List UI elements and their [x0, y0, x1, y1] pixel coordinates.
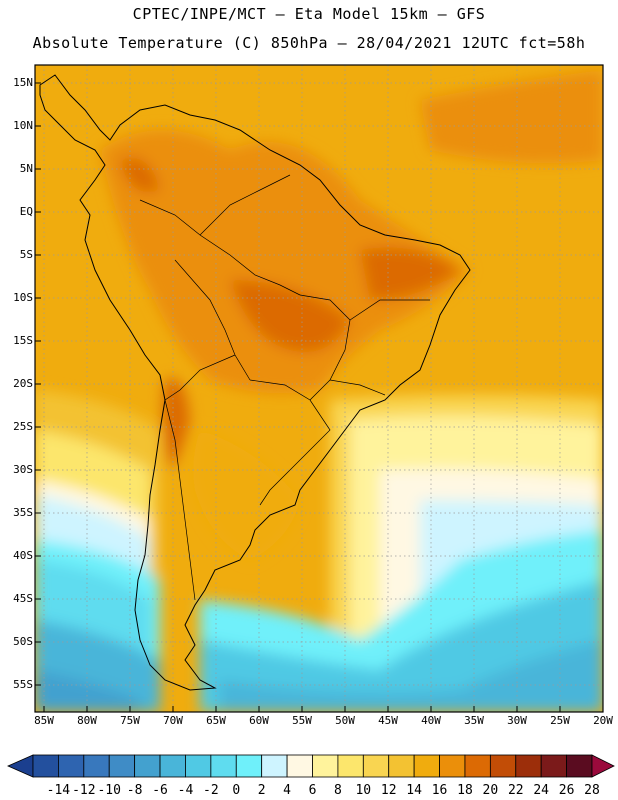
lat-label: 40S — [13, 549, 33, 562]
lon-label: 60W — [249, 714, 269, 727]
colorbar-label: 24 — [533, 783, 549, 798]
colorbar-label: -14 — [46, 783, 71, 798]
colorbar-cell — [464, 754, 491, 778]
colorbar-cell — [83, 754, 110, 778]
lat-label: 30S — [13, 463, 33, 476]
colorbar-label: 2 — [257, 783, 266, 798]
colorbar-label: 12 — [380, 783, 397, 798]
lat-label: 15N — [13, 76, 33, 89]
lon-label: 20W — [593, 714, 613, 727]
colorbar-cell — [312, 754, 339, 778]
colorbar-label: 28 — [584, 783, 600, 798]
lon-label: 80W — [77, 714, 97, 727]
colorbar-label: 0 — [232, 783, 241, 798]
axis-ticks — [35, 82, 604, 712]
colorbar-cell — [261, 754, 288, 778]
lat-label: 50S — [13, 635, 33, 648]
colorbar-label: -10 — [97, 783, 121, 798]
lon-label: 65W — [206, 714, 226, 727]
lat-label: 55S — [13, 678, 33, 691]
colorbar-cell — [134, 754, 161, 778]
colorbar-label: 4 — [283, 783, 291, 798]
chart-subtitle: Absolute Temperature (C) 850hPa – 28/04/… — [32, 34, 586, 52]
map-frame — [34, 64, 604, 713]
lon-label: 30W — [507, 714, 527, 727]
colorbar-cell — [388, 754, 415, 778]
colorbar-cell — [58, 754, 85, 778]
lat-label: 45S — [13, 592, 33, 605]
colorbar-label: 8 — [333, 783, 342, 798]
colorbar-cell — [286, 754, 313, 778]
colorbar-cell — [235, 754, 263, 778]
lat-label: 10S — [13, 291, 33, 304]
lon-label: 25W — [550, 714, 570, 727]
colorbar-cell — [108, 754, 136, 778]
lon-label: 75W — [120, 714, 140, 727]
lat-label: 10N — [13, 119, 33, 132]
colorbar-label: 26 — [558, 783, 575, 798]
colorbar-cell — [337, 754, 364, 778]
colorbar-cell — [159, 754, 186, 778]
colorbar-label: 14 — [406, 783, 422, 798]
lat-label: 5N — [19, 162, 33, 175]
lat-lon-grid — [35, 65, 603, 712]
colorbar-label: 22 — [507, 783, 524, 798]
colorbar-cell — [362, 754, 390, 778]
lat-label: 15S — [13, 334, 33, 347]
lon-label: 40W — [421, 714, 441, 727]
lon-label: 55W — [292, 714, 312, 727]
colorbar-cell — [185, 754, 212, 778]
colorbar-cell — [439, 754, 466, 778]
colorbar-max-arrow — [591, 754, 615, 778]
lat-label: EQ — [19, 205, 33, 218]
colorbar-label: 16 — [431, 783, 448, 798]
lon-label: 35W — [464, 714, 484, 727]
colorbar-cell — [489, 754, 517, 778]
colorbar-min-arrow — [7, 754, 34, 778]
colorbar-cell — [540, 754, 567, 778]
lat-label: 5S — [19, 248, 33, 261]
lat-label: 35S — [13, 506, 33, 519]
continent-coastline — [39, 74, 471, 691]
colorbar-label: -8 — [126, 783, 143, 798]
lat-label: 25S — [13, 420, 33, 433]
colorbar-label: -6 — [152, 783, 168, 798]
colorbar-label: -12 — [72, 783, 96, 798]
chart-title: CPTEC/INPE/MCT – Eta Model 15km – GFS — [132, 5, 486, 23]
colorbar-cell — [566, 754, 593, 778]
lon-label: 85W — [34, 714, 54, 727]
colorbar-cell — [32, 754, 59, 778]
colorbar-label: -4 — [177, 783, 194, 798]
colorbar-label: 10 — [355, 783, 372, 798]
colorbar-label: 6 — [308, 783, 317, 798]
country-borders — [139, 174, 430, 601]
colorbar-label: -2 — [203, 783, 219, 798]
colorbar-cell — [210, 754, 237, 778]
lon-label: 50W — [335, 714, 355, 727]
colorbar-label: 18 — [457, 783, 473, 798]
lat-label: 20S — [13, 377, 33, 390]
lon-label: 70W — [163, 714, 183, 727]
temperature-field — [35, 65, 603, 712]
colorbar-cell — [413, 754, 440, 778]
lon-label: 45W — [378, 714, 398, 727]
colorbar-cell — [515, 754, 542, 778]
colorbar-label: 20 — [482, 783, 499, 798]
